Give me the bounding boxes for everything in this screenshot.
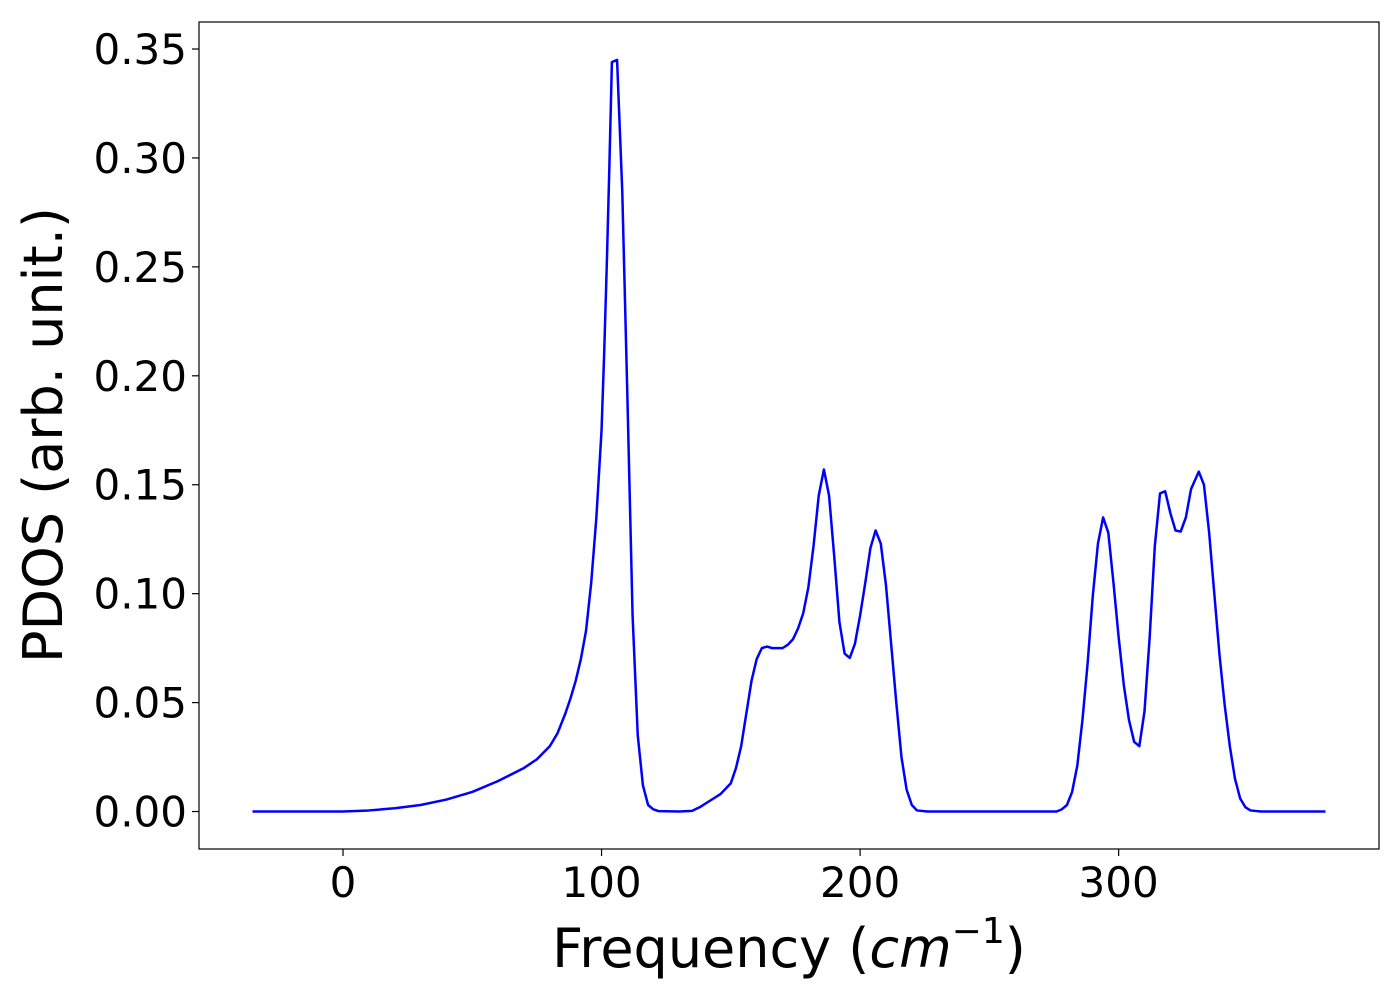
y-tick-label: 0.25 [93,243,187,292]
x-axis-label: Frequency (cm−1) [552,911,1026,980]
pdos-line [252,58,1326,813]
y-tick-label: 0.30 [93,134,187,183]
y-tick-label: 0.20 [93,352,187,401]
y-tick-label: 0.10 [93,570,187,619]
x-label-close: ) [1005,917,1026,980]
y-tick-label: 0.05 [93,679,187,728]
x-tick-label: 0 [330,858,357,907]
y-tick-label: 0.35 [93,25,187,74]
x-tick-label: 100 [561,858,641,907]
x-label-text: Frequency ( [552,917,869,980]
x-label-unit: cm [869,917,951,980]
y-tick-label: 0.15 [93,461,187,510]
x-tick-label: 200 [820,858,900,907]
x-label-exponent: −1 [952,911,1005,952]
y-axis-label: PDOS (arb. unit.) [12,207,75,663]
plot-frame [198,21,1380,850]
y-tick-label: 0.00 [93,788,187,837]
x-tick-label: 300 [1079,858,1159,907]
